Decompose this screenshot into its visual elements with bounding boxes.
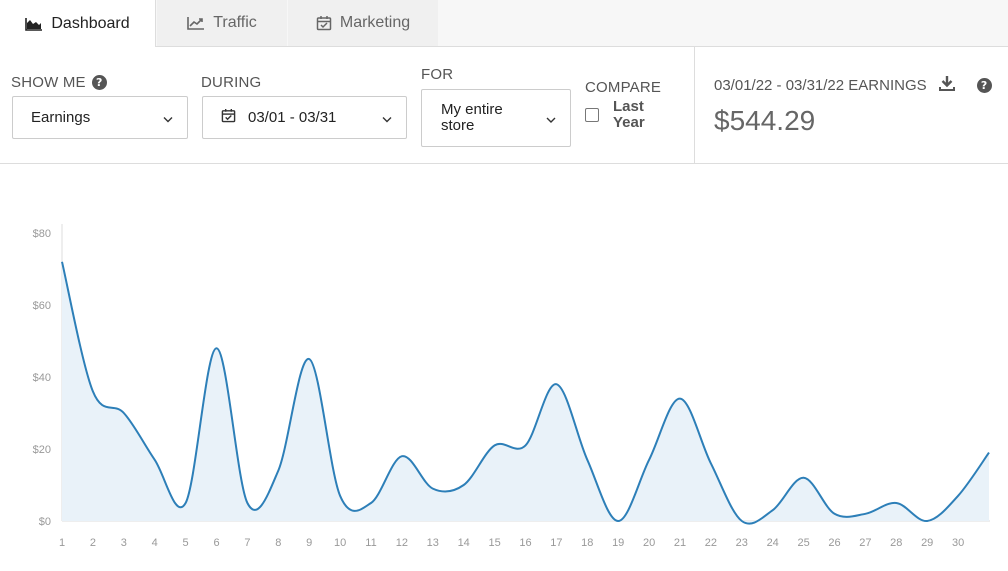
x-tick-label: 18 (581, 537, 593, 549)
series-area (62, 261, 989, 524)
x-tick-label: 23 (736, 537, 748, 549)
x-tick-label: 4 (152, 537, 158, 549)
earnings-chart: $0$20$40$60$80 1 2 3 4 5 6 7 8 9 10 11 12 13 14 15 16 17… (33, 224, 990, 549)
x-tick-label: 25 (797, 537, 809, 549)
y-tick-label: $60 (33, 300, 51, 312)
x-tick-label: 14 (458, 537, 470, 549)
filter-bar: SHOW ME ? Earnings DURING 03/01 - 03/31 … (0, 47, 1008, 164)
x-tick-label: 3 (121, 537, 127, 549)
store-value-line2: store (441, 117, 475, 134)
store-select[interactable]: My entire store (421, 89, 571, 147)
x-tick-label: 1 (59, 537, 65, 549)
divider (694, 47, 695, 163)
y-tick-label: $0 (39, 516, 51, 528)
x-tick-label: 24 (767, 537, 779, 549)
x-axis: 1 2 3 4 5 6 7 8 9 10 11 12 13 14 15 16 17 18 19 20 21 22 23 24 2… (59, 520, 990, 549)
x-tick-label: 20 (643, 537, 655, 549)
help-icon[interactable]: ? (91, 75, 107, 90)
show-me-select[interactable]: Earnings (12, 96, 188, 139)
x-tick-label: 27 (859, 537, 871, 549)
y-axis: $0 $20 $40 $60 $80 (33, 224, 63, 528)
compare-last-year-checkbox[interactable] (585, 108, 599, 122)
earnings-total: $544.29 (714, 105, 816, 136)
date-range-value: 03/01 - 03/31 (248, 109, 337, 126)
download-icon[interactable] (938, 75, 955, 95)
x-tick-label: 12 (396, 537, 408, 549)
x-tick-label: 2 (90, 537, 96, 549)
calendar-check-icon (316, 15, 332, 31)
x-tick-label: 22 (705, 537, 717, 549)
chevron-down-icon (382, 109, 392, 126)
line-chart-icon (187, 16, 205, 30)
x-tick-label: 8 (275, 537, 281, 549)
compare-option-label[interactable]: Last Year (613, 99, 645, 131)
show-me-label: SHOW ME ? (11, 74, 107, 91)
compare-label: COMPARE (585, 79, 662, 96)
tab-label: Dashboard (51, 14, 130, 32)
chevron-down-icon (546, 111, 556, 127)
x-tick-label: 29 (921, 537, 933, 549)
tab-label: Traffic (213, 14, 257, 31)
x-tick-label: 5 (183, 537, 189, 549)
compare-option-line2: Year (613, 114, 645, 131)
help-icon[interactable]: ? (976, 77, 992, 93)
y-tick-label: $40 (33, 372, 51, 384)
x-tick-label: 17 (550, 537, 562, 549)
y-tick-label: $80 (33, 228, 51, 240)
x-tick-label: 11 (365, 537, 376, 549)
x-tick-label: 19 (612, 537, 624, 549)
x-tick-label: 28 (890, 537, 902, 549)
tab-dashboard[interactable]: Dashboard (0, 0, 156, 47)
calendar-check-icon (221, 108, 236, 127)
tab-marketing[interactable]: Marketing (288, 0, 438, 46)
x-tick-label: 7 (244, 537, 250, 549)
during-label: DURING (201, 74, 262, 91)
series-line (61, 261, 990, 525)
date-range-select[interactable]: 03/01 - 03/31 (202, 96, 407, 139)
compare-option-line1: Last (613, 98, 644, 115)
earnings-label-text: 03/01/22 - 03/31/22 EARNINGS (714, 76, 927, 94)
chevron-down-icon (163, 109, 173, 126)
x-tick-label: 9 (306, 537, 312, 549)
show-me-value: Earnings (31, 109, 91, 126)
tab-bar: Dashboard Traffic Marketing (0, 0, 1008, 47)
x-tick-label: 6 (213, 537, 219, 549)
x-tick-label: 26 (828, 537, 840, 549)
for-label: FOR (421, 66, 454, 83)
earnings-summary-label: 03/01/22 - 03/31/22 EARNINGS ? (714, 75, 992, 95)
show-me-label-text: SHOW ME (11, 74, 86, 91)
x-tick-label: 16 (519, 537, 531, 549)
tab-label: Marketing (339, 14, 411, 31)
x-tick-label: 13 (427, 537, 439, 549)
y-tick-label: $20 (33, 444, 51, 456)
x-tick-label: 10 (334, 537, 346, 549)
area-chart-icon (25, 17, 43, 31)
x-tick-label: 15 (488, 537, 500, 549)
x-tick-label: 30 (952, 537, 964, 549)
store-value-line1: My entire (441, 101, 503, 118)
tab-traffic[interactable]: Traffic (157, 0, 287, 46)
x-tick-label: 21 (674, 537, 686, 549)
